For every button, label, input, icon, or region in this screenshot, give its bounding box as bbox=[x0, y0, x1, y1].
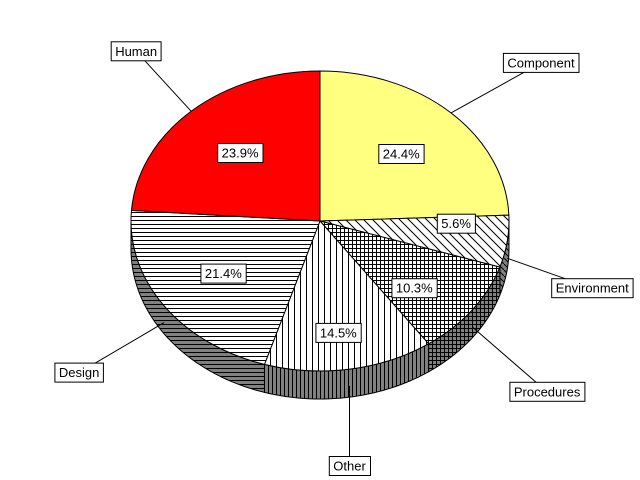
category-label-procedures: Procedures bbox=[509, 381, 586, 402]
category-label-design: Design bbox=[54, 362, 104, 383]
svg-text:Other: Other bbox=[333, 458, 366, 473]
value-label-component: 24.4% bbox=[378, 144, 425, 164]
leader-line-procedures bbox=[471, 326, 548, 393]
svg-text:10.3%: 10.3% bbox=[396, 281, 433, 296]
value-label-design: 21.4% bbox=[200, 263, 247, 284]
category-label-other: Other bbox=[328, 456, 371, 476]
svg-text:14.5%: 14.5% bbox=[320, 325, 357, 340]
svg-text:Human: Human bbox=[115, 44, 157, 59]
svg-text:Design: Design bbox=[59, 365, 99, 380]
category-label-component: Component bbox=[502, 52, 580, 73]
category-label-human: Human bbox=[110, 41, 162, 62]
pie-slice-design bbox=[130, 209, 321, 365]
svg-text:23.9%: 23.9% bbox=[222, 145, 259, 160]
svg-text:Environment: Environment bbox=[556, 281, 629, 296]
svg-text:5.6%: 5.6% bbox=[441, 216, 471, 231]
pie-sides bbox=[130, 220, 510, 400]
svg-text:24.4%: 24.4% bbox=[383, 146, 420, 161]
value-label-other: 14.5% bbox=[315, 322, 362, 343]
value-label-environment: 5.6% bbox=[436, 213, 476, 234]
slice-labels: 24.4% 5.6% 10.3% 14.5% 21.4% 23.9% Component En… bbox=[54, 41, 634, 476]
svg-text:Component: Component bbox=[507, 55, 575, 70]
svg-text:21.4%: 21.4% bbox=[205, 266, 242, 281]
category-label-environment: Environment bbox=[551, 278, 634, 299]
value-label-human: 23.9% bbox=[217, 143, 264, 163]
value-label-procedures: 10.3% bbox=[391, 278, 438, 299]
svg-text:Procedures: Procedures bbox=[514, 384, 581, 399]
